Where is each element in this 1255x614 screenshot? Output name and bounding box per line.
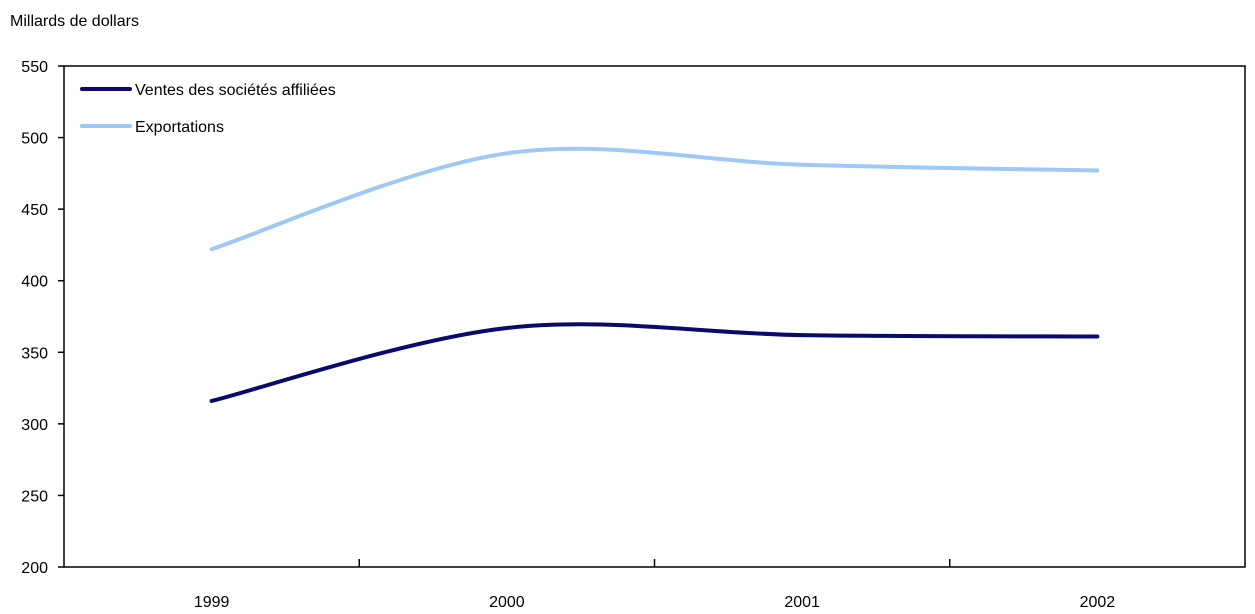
y-tick-label-450: 450	[21, 202, 48, 219]
legend-label-2: Exportations	[135, 119, 224, 136]
y-tick-label-350: 350	[21, 345, 48, 362]
y-tick-label-500: 500	[21, 131, 48, 148]
plot-frame	[63, 65, 1246, 568]
y-tick-label-200: 200	[21, 560, 48, 577]
series-line-2	[209, 146, 1100, 252]
legend-label-1: Ventes des sociétés affiliées	[135, 82, 336, 99]
y-tick-label-250: 250	[21, 488, 48, 505]
y-tick-label-300: 300	[21, 417, 48, 434]
x-tick-label-2001: 2001	[784, 594, 820, 609]
x-tick-label-2000: 2000	[489, 594, 525, 609]
series-line-1	[209, 322, 1100, 403]
x-tick-label-2002: 2002	[1080, 594, 1116, 609]
x-tick-label-1999: 1999	[194, 594, 230, 609]
y-axis-label: Millards de dollars	[10, 13, 139, 30]
y-tick-label-550: 550	[21, 59, 48, 76]
y-tick-label-400: 400	[21, 274, 48, 291]
